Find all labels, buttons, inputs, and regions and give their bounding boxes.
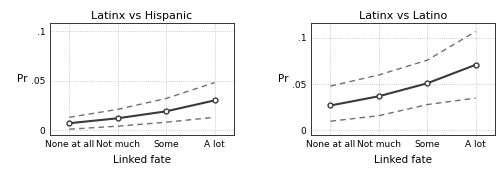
X-axis label: Linked fate: Linked fate bbox=[374, 155, 432, 164]
Y-axis label: Pr: Pr bbox=[278, 74, 289, 84]
Title: Latinx vs Hispanic: Latinx vs Hispanic bbox=[92, 11, 192, 21]
Title: Latinx vs Latino: Latinx vs Latino bbox=[359, 11, 447, 21]
X-axis label: Linked fate: Linked fate bbox=[113, 155, 171, 164]
Y-axis label: Pr: Pr bbox=[17, 74, 28, 84]
